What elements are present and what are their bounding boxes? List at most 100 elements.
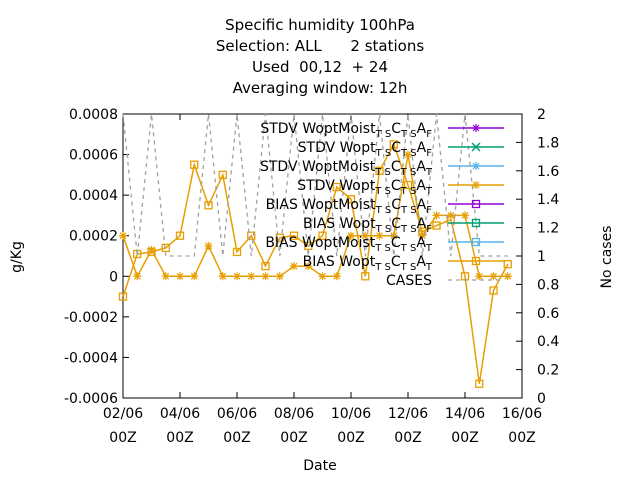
data-point <box>403 180 413 190</box>
legend-label-part: T S <box>400 243 417 254</box>
star-marker-stroke <box>261 272 270 281</box>
legend-label-part: F <box>426 129 432 140</box>
legend-entry: STDV WoptT SCT SAT <box>297 178 504 197</box>
title-line-1: Specific humidity 100hPa <box>225 16 415 34</box>
star-marker-stroke <box>361 231 370 240</box>
data-point <box>318 272 327 281</box>
legend-label-part: T S <box>400 205 417 216</box>
legend-label-part: T S <box>375 224 392 235</box>
x-tick-label-date: 06/06 <box>217 406 257 422</box>
legend-label-part: C <box>391 121 401 137</box>
legend-label: BIAS WoptT SCT SAT <box>303 254 433 273</box>
legend-entry: STDV WoptMoistT SCT SAF <box>260 121 504 140</box>
legend-label-part: T S <box>374 262 391 273</box>
data-point <box>332 182 341 192</box>
legend-label-part: T S <box>400 129 417 140</box>
data-point <box>204 201 213 210</box>
star-marker-stroke <box>389 231 398 240</box>
legend-label-part: STDV Wopt <box>298 140 376 156</box>
legend-label-part: C <box>391 197 401 213</box>
x-tick-label-date: 16/06 <box>502 406 542 422</box>
data-point <box>175 231 185 240</box>
legend-entry: STDV WoptMoistT SCT SAT <box>260 159 504 178</box>
star-marker-stroke <box>472 181 480 189</box>
legend-label-part: A <box>417 197 427 213</box>
chart-title: Specific humidity 100hPa Selection: ALL … <box>216 16 424 97</box>
legend-label-part: BIAS Wopt <box>303 216 376 232</box>
title-line-4: Averaging window: 12h <box>233 79 408 97</box>
legend-label-part: C <box>391 159 401 175</box>
x-tick-label-date: 08/06 <box>274 406 314 422</box>
star-marker-stroke <box>489 272 498 281</box>
axis-layer: 0.0008 0.0006 0.0004 0.0002 0 -0.0002 -0.0004 -… <box>64 107 559 446</box>
legend-entry: CASES <box>386 273 504 289</box>
data-point <box>475 379 484 388</box>
data-point <box>119 231 127 240</box>
x-tick-label-hour: 00Z <box>166 430 193 446</box>
y-tick-label: 0.0002 <box>69 229 118 245</box>
y2-tick-label: 1.8 <box>537 135 559 151</box>
legend-label-part: T <box>425 262 433 273</box>
legend-label-part: A <box>417 140 427 156</box>
star-marker-stroke <box>190 272 199 281</box>
y2-tick-label: 0.6 <box>537 306 559 322</box>
legend-marker <box>472 181 480 189</box>
legend-label-part: F <box>426 224 432 235</box>
legend-marker <box>471 256 481 266</box>
data-point <box>361 231 370 240</box>
star-marker-stroke <box>133 272 142 281</box>
data-point <box>218 170 227 180</box>
star-marker-stroke <box>472 162 480 170</box>
legend-marker <box>471 142 481 152</box>
legend-label-part: T S <box>400 224 417 235</box>
legend-label-part: BIAS WoptMoist <box>266 197 376 213</box>
data-point <box>361 272 370 281</box>
legend-label: CASES <box>386 273 432 289</box>
legend-label-part: T S <box>374 186 391 197</box>
data-point <box>161 243 170 253</box>
star-marker-stroke <box>347 231 355 240</box>
y2-tick-label: 0.2 <box>537 363 559 379</box>
data-point <box>147 245 156 254</box>
star-marker-stroke <box>332 272 341 281</box>
star-marker-stroke <box>176 272 184 281</box>
star-marker-stroke <box>290 262 298 271</box>
data-point <box>346 195 356 204</box>
y2-tick-label: 2 <box>537 107 546 123</box>
data-point <box>233 272 241 281</box>
star-marker-stroke <box>304 262 313 271</box>
y-tick-label: -0.0002 <box>64 310 118 326</box>
legend-marker <box>472 124 480 132</box>
data-point <box>475 272 484 281</box>
y2-tick-label: 1.4 <box>537 192 559 208</box>
legend-label-part: C <box>391 178 401 194</box>
data-point <box>133 272 142 281</box>
data-point <box>275 233 284 242</box>
y2-tick-label: 1.6 <box>537 164 559 180</box>
star-marker-stroke <box>375 231 384 240</box>
x-tick-label-hour: 00Z <box>451 430 478 446</box>
x-marker-stroke <box>471 142 481 152</box>
legend-marker <box>472 162 480 170</box>
x-tick-label-hour: 00Z <box>337 430 364 446</box>
x-tick-label-hour: 00Z <box>223 430 250 446</box>
title-line-2: Selection: ALL 2 stations <box>216 37 424 55</box>
legend-label-part: BIAS Wopt <box>303 254 376 270</box>
data-point <box>375 166 384 175</box>
x-tick-label-hour: 00Z <box>109 430 136 446</box>
legend-label-part: T S <box>400 186 417 197</box>
x-tick-label-date: 10/06 <box>331 406 371 422</box>
legend-marker <box>471 199 481 209</box>
legend-label: BIAS WoptT SCT SAF <box>303 216 432 235</box>
y2-tick-label: 0.8 <box>537 277 559 293</box>
legend-label-part: BIAS WoptMoist <box>265 235 375 251</box>
legend-label-part: T S <box>374 243 391 254</box>
data-point <box>418 227 427 236</box>
legend-label-part: STDV WoptMoist <box>260 121 376 137</box>
star-marker-stroke <box>461 211 469 220</box>
data-point <box>432 211 441 220</box>
legend-entry: BIAS WoptMoistT SCT SAF <box>266 197 504 216</box>
star-marker-stroke <box>247 272 256 281</box>
star-marker-stroke <box>404 150 412 159</box>
legend-label-part: A <box>416 254 426 270</box>
